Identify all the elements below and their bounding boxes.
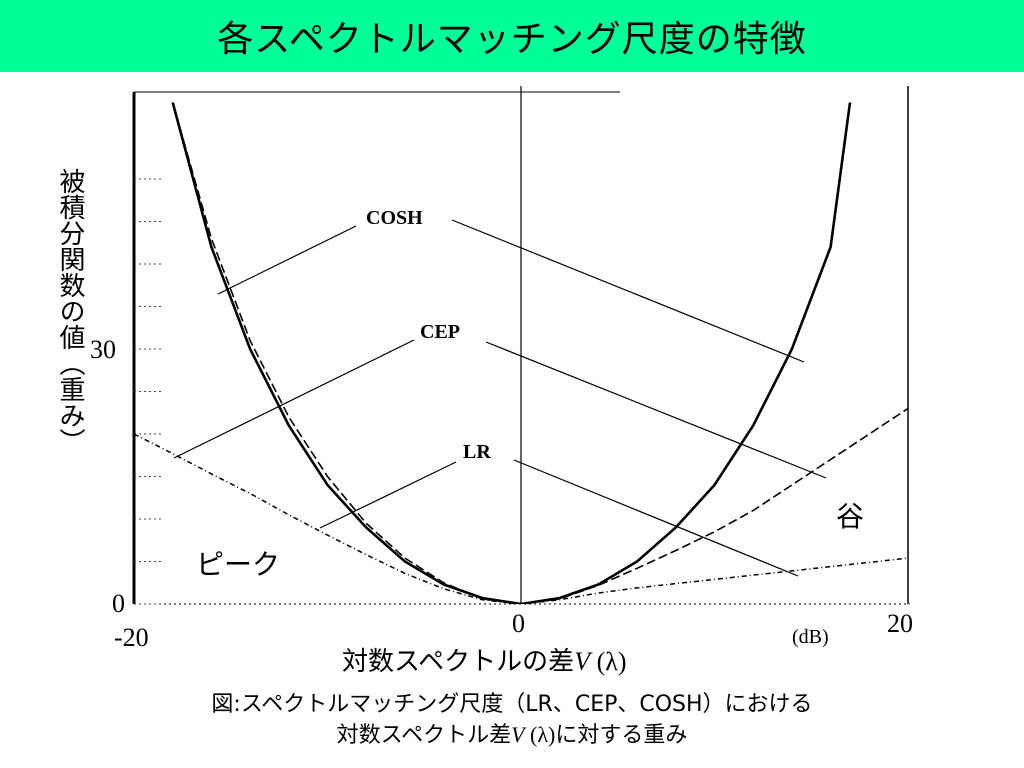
y-tick-label-0: 0: [112, 589, 125, 618]
caption-line-2-symbol: V: [511, 722, 525, 747]
caption-line-2-b: (λ)に対する重み: [524, 722, 688, 747]
leader-line-cep-3: [485, 341, 827, 479]
y-tick-marks: [134, 178, 164, 605]
series-layer: [134, 102, 909, 604]
leader-line-cosh-1: [451, 219, 805, 363]
x-tick-label-neg20: -20: [114, 623, 149, 652]
x-axis-label: 対数スペクトルの差V (λ): [342, 647, 627, 677]
series-label-cosh: COSH: [366, 207, 423, 229]
series-label-lr: LR: [463, 441, 491, 463]
caption-line-2: 対数スペクトル差V (λ)に対する重み: [0, 720, 1024, 751]
chart-svg: COSH CEP LR ピーク 谷 0 30 -20 0 20 (dB) 対数ス…: [55, 86, 913, 677]
annotation-peak: ピーク: [196, 548, 280, 581]
page-title: 各スペクトルマッチング尺度の特徴: [217, 19, 807, 60]
figure-caption: 図:スペクトルマッチング尺度（LR、CEP、COSH）における 対数スペクトル差…: [0, 690, 1024, 751]
series-line-cosh: [171, 102, 852, 604]
series-line-cep: [171, 102, 909, 604]
leader-line-cosh-0: [217, 225, 357, 295]
x-unit-label: (dB): [792, 626, 829, 648]
leader-line-lr-4: [319, 461, 457, 529]
leader-line-lr-5: [513, 459, 799, 577]
title-bar: 各スペクトルマッチング尺度の特徴: [0, 0, 1024, 72]
x-axis-label-symbol: V: [574, 647, 593, 676]
x-tick-label-20: 20: [887, 609, 913, 638]
caption-line-1: 図:スペクトルマッチング尺度（LR、CEP、COSH）における: [211, 692, 813, 717]
annotation-valley: 谷: [836, 500, 864, 533]
x-axis-label-arg: (λ): [590, 647, 626, 676]
y-tick-label-30: 30: [90, 335, 116, 364]
x-axis-label-main: 対数スペクトルの差: [342, 647, 574, 677]
x-tick-label-0: 0: [512, 609, 525, 638]
series-line-lr: [134, 433, 909, 604]
y-axis-label: 被積分関数の値（重み）: [55, 168, 85, 454]
series-label-cep: CEP: [420, 321, 460, 343]
caption-line-2-a: 対数スペクトル差: [336, 723, 512, 748]
leader-line-cep-2: [173, 339, 415, 459]
leader-lines: [173, 219, 827, 577]
